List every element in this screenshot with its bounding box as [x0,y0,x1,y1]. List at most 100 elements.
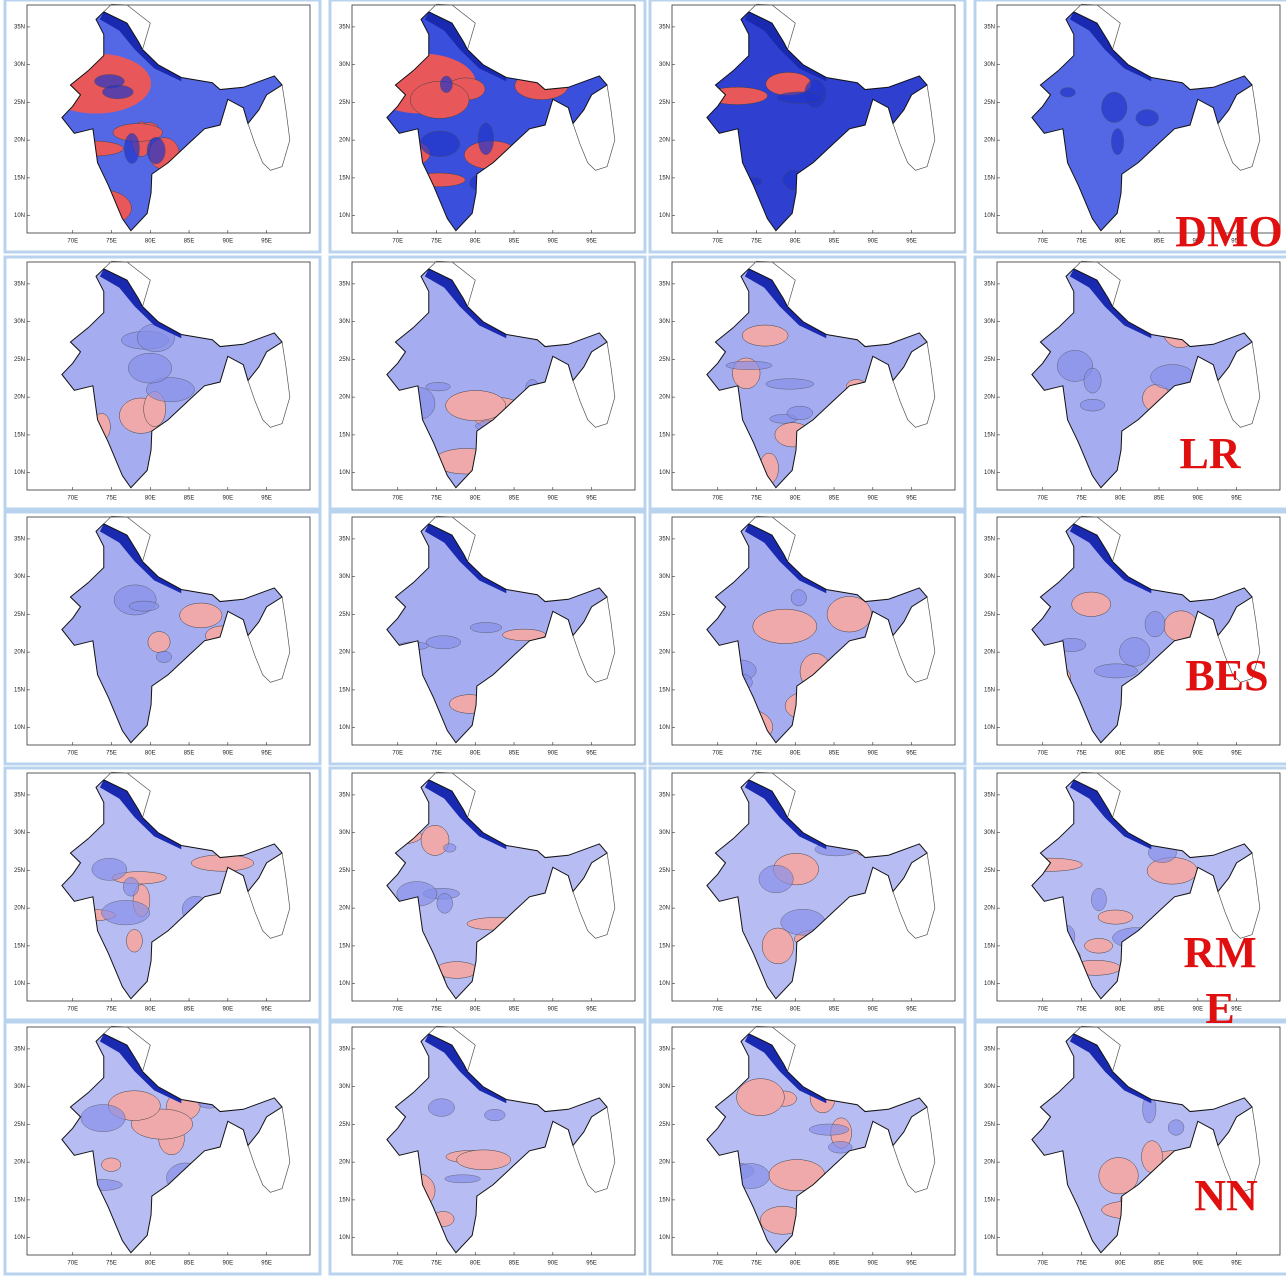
y-tick-label: 30N [984,319,995,325]
anomaly-area [102,1158,121,1171]
y-tick-label: 35N [339,24,350,30]
y-tick-label: 10N [659,1235,670,1241]
anomaly-area [766,379,814,390]
anomaly-area [421,825,449,855]
anomaly-area [726,361,772,370]
x-tick-label: 75E [751,1261,762,1267]
y-tick-label: 30N [14,62,25,68]
x-tick-label: 75E [751,239,762,245]
y-tick-label: 30N [339,574,350,580]
anomaly-area [1119,637,1149,666]
figure: 70E75E80E85E90E95E35N30N25N20N15N10N70E7… [0,0,1286,1276]
row-label: NN [1184,1168,1268,1224]
y-tick-label: 10N [339,725,350,731]
x-tick-label: 90E [547,1261,558,1267]
anomaly-area [777,92,823,103]
anomaly-area [124,133,139,163]
x-tick-label: 85E [184,496,195,502]
map-panel: 70E75E80E85E90E95E35N30N25N20N15N10N [5,0,320,252]
x-tick-label: 75E [1076,1261,1087,1267]
anomaly-area [428,1099,454,1117]
x-tick-label: 95E [1231,1261,1242,1267]
x-tick-label: 70E [712,1261,723,1267]
y-tick-label: 35N [659,1046,670,1052]
y-tick-label: 20N [339,1160,350,1166]
map-panel: 70E75E80E85E90E95E35N30N25N20N15N10N [5,257,320,509]
y-tick-label: 10N [659,725,670,731]
x-tick-label: 80E [1115,1007,1126,1013]
y-tick-label: 15N [14,175,25,181]
x-tick-label: 85E [1154,496,1165,502]
y-tick-label: 10N [659,213,670,219]
anomaly-area [1168,1120,1184,1136]
y-tick-label: 15N [14,943,25,949]
y-tick-label: 20N [339,906,350,912]
y-tick-label: 10N [14,1235,25,1241]
x-tick-label: 85E [184,1007,195,1013]
anomaly-area [102,85,133,99]
y-tick-label: 35N [14,281,25,287]
anomaly-area [440,76,452,93]
y-tick-label: 15N [339,175,350,181]
anomaly-area [180,603,222,628]
y-tick-label: 35N [984,1046,995,1052]
anomaly-area [484,1109,505,1120]
x-tick-label: 70E [392,751,403,757]
x-tick-label: 90E [547,751,558,757]
anomaly-area [443,844,456,853]
y-tick-label: 15N [659,943,670,949]
anomaly-area [1084,368,1101,393]
y-tick-label: 15N [659,175,670,181]
y-tick-label: 35N [14,792,25,798]
y-tick-label: 25N [14,357,25,363]
x-tick-label: 95E [586,1261,597,1267]
anomaly-area [1085,938,1113,953]
x-tick-label: 80E [145,1007,156,1013]
y-tick-label: 20N [659,1160,670,1166]
y-tick-label: 10N [984,470,995,476]
x-tick-label: 85E [1154,1261,1165,1267]
map-panel: 70E75E80E85E90E95E35N30N25N20N15N10N [650,512,965,764]
y-tick-label: 35N [659,24,670,30]
y-tick-label: 10N [659,981,670,987]
x-tick-label: 90E [1192,496,1203,502]
y-tick-label: 15N [659,1197,670,1203]
y-tick-label: 25N [984,357,995,363]
anomaly-area [1111,129,1123,155]
x-tick-label: 80E [1115,751,1126,757]
x-tick-label: 85E [184,239,195,245]
x-tick-label: 80E [145,496,156,502]
y-tick-label: 10N [14,213,25,219]
row-label: RME [1176,925,1264,1037]
y-tick-label: 30N [339,830,350,836]
y-tick-label: 20N [14,138,25,144]
y-tick-label: 10N [14,725,25,731]
anomaly-area [1101,92,1127,122]
x-tick-label: 85E [1154,751,1165,757]
x-tick-label: 75E [431,496,442,502]
y-tick-label: 30N [984,574,995,580]
y-tick-label: 25N [984,100,995,106]
x-tick-label: 90E [222,496,233,502]
y-tick-label: 20N [984,906,995,912]
x-tick-label: 95E [261,496,272,502]
map-panel: 70E75E80E85E90E95E35N30N25N20N15N10N [650,0,965,252]
y-tick-label: 30N [984,62,995,68]
x-tick-label: 80E [1115,239,1126,245]
y-tick-label: 15N [984,1197,995,1203]
anomaly-area [1060,87,1075,97]
x-tick-label: 70E [392,1007,403,1013]
anomaly-area [148,632,170,653]
map-panel: 70E75E80E85E90E95E35N30N25N20N15N10N [330,257,645,509]
x-tick-label: 85E [184,751,195,757]
x-tick-label: 85E [509,1261,520,1267]
y-tick-label: 25N [14,868,25,874]
y-tick-label: 25N [984,1122,995,1128]
y-tick-label: 20N [984,650,995,656]
y-tick-label: 35N [339,792,350,798]
y-tick-label: 15N [984,432,995,438]
y-tick-label: 25N [339,100,350,106]
anomaly-area [1145,611,1165,636]
y-tick-label: 20N [14,395,25,401]
map-panel: 70E75E80E85E90E95E35N30N25N20N15N10N [5,512,320,764]
